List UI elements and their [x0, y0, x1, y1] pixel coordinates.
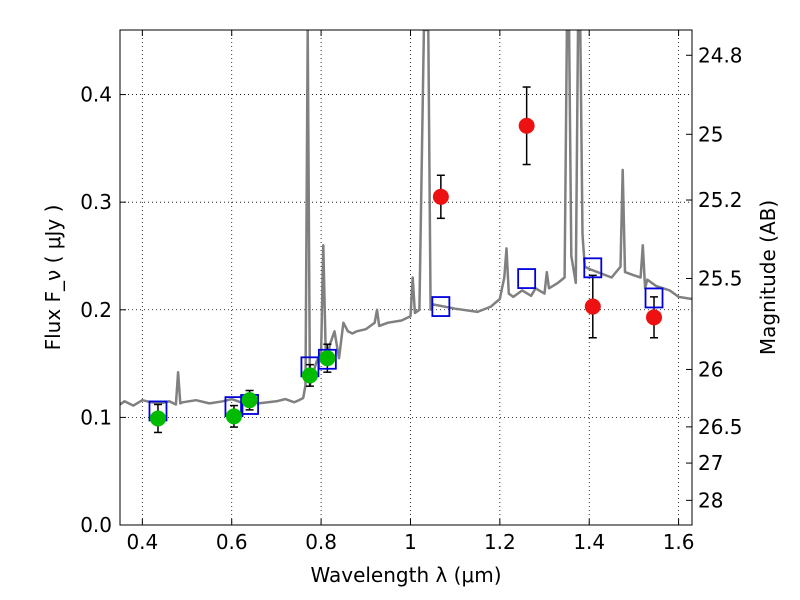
- y2-tick-label: 25.5: [698, 266, 743, 290]
- y2-tick-label: 25.2: [698, 188, 743, 212]
- x-tick-label: 1.2: [484, 530, 516, 554]
- x-tick-label: 0.4: [126, 530, 158, 554]
- spectrum-layer: [120, 30, 692, 407]
- y-tick-label: 0.4: [80, 83, 112, 107]
- model-spectrum-line: [120, 30, 692, 407]
- x-tick-label: 1: [404, 530, 417, 554]
- plot-frame: [119, 29, 693, 526]
- ticks-layer: 0.4 0.6 0.8 1 1.2 1.4 1.6 0.0 0.1 0.2 0.3 0.4 24.8 25…: [80, 30, 743, 554]
- y2-tick-label: 25: [698, 122, 723, 146]
- observed-flux-point: [646, 309, 663, 326]
- y2-tick-label: 28: [698, 488, 723, 512]
- observed-flux-point: [301, 367, 318, 384]
- observed-flux-point: [241, 392, 258, 409]
- model-flux-square: [317, 348, 337, 370]
- observed-flux-point: [584, 298, 601, 315]
- model-flux-square: [517, 268, 537, 289]
- y2-tick-label: 26: [698, 357, 723, 381]
- observed-flux-point: [518, 117, 535, 134]
- y2-axis-label: Magnitude (AB): [756, 200, 780, 355]
- x-tick-label: 1.4: [573, 530, 605, 554]
- observed-flux-point: [225, 408, 242, 425]
- x-tick-label: 0.6: [216, 530, 248, 554]
- y-tick-label: 0.3: [80, 190, 112, 214]
- observed-flux-point: [319, 350, 336, 367]
- y2-tick-label: 26.5: [698, 415, 743, 439]
- model-flux-square: [431, 296, 451, 317]
- y-axis-label: Flux F_ν ( μJy ): [41, 205, 65, 351]
- y2-tick-label: 27: [698, 451, 723, 475]
- y2-tick-label: 24.8: [698, 43, 743, 67]
- x-tick-label: 0.8: [305, 530, 337, 554]
- observed-flux-point: [149, 410, 166, 427]
- y-tick-label: 0.2: [80, 298, 112, 322]
- observed-flux-point: [432, 188, 449, 205]
- x-tick-label: 1.6: [663, 530, 695, 554]
- y-tick-label: 0.0: [80, 513, 112, 537]
- model-flux-square: [583, 257, 603, 279]
- data-points-layer: [148, 86, 664, 434]
- x-axis-label: Wavelength λ (μm): [310, 563, 501, 587]
- model-flux-square: [644, 287, 664, 309]
- y-tick-label: 0.1: [80, 405, 112, 429]
- grid-lines: [120, 30, 692, 526]
